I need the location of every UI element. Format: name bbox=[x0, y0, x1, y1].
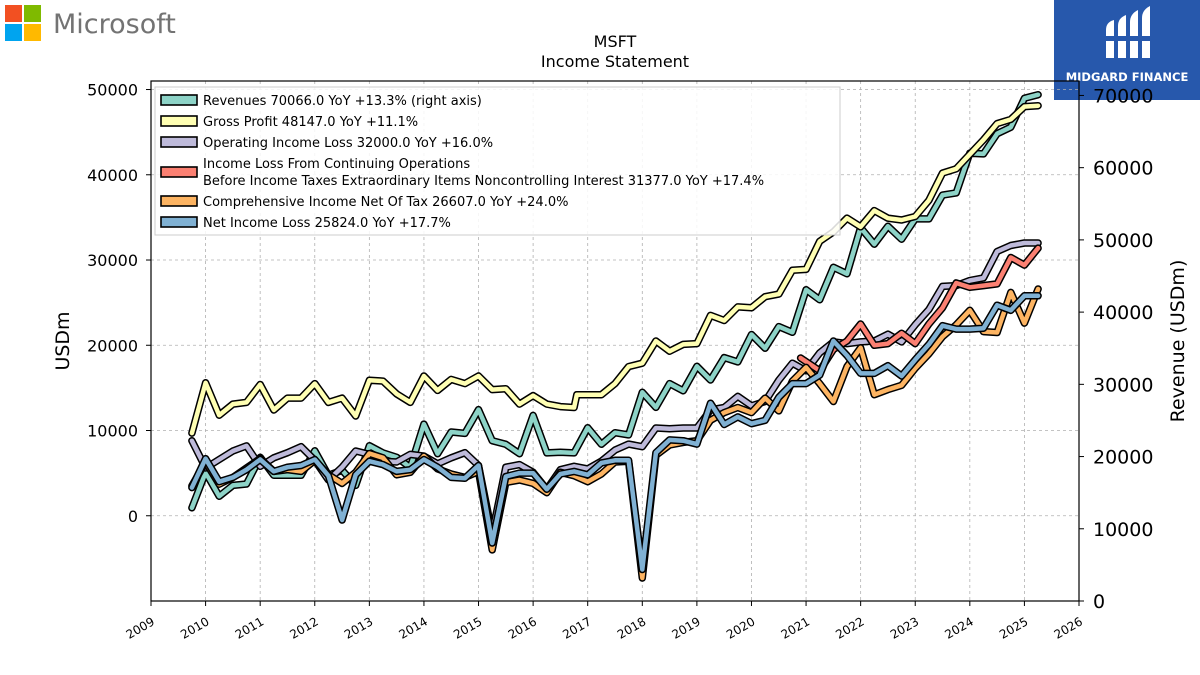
legend-box bbox=[154, 86, 841, 236]
midgard-finance-logo: MIDGARD FINANCE bbox=[1054, 0, 1200, 100]
x-tick-label: 2009 bbox=[124, 614, 157, 641]
y-right-tick-label: 10000 bbox=[1093, 519, 1153, 541]
y-axis-label: USDm bbox=[52, 311, 74, 370]
legend-entry-label: Net Income Loss 25824.0 YoY +17.7% bbox=[203, 216, 451, 231]
y-tick-label: 50000 bbox=[87, 81, 138, 100]
legend-swatch bbox=[160, 216, 198, 228]
legend-swatch bbox=[160, 136, 198, 148]
legend-swatch bbox=[160, 166, 198, 178]
logo-square-yellow bbox=[24, 24, 41, 41]
legend-swatch bbox=[160, 115, 198, 127]
midgard-emblem-icon bbox=[1104, 6, 1152, 58]
series-layer bbox=[188, 90, 1042, 582]
legend-swatch bbox=[160, 195, 198, 207]
y-right-tick-label: 70000 bbox=[1093, 85, 1153, 107]
y-right-tick-label: 60000 bbox=[1093, 158, 1153, 180]
y-right-tick-label: 30000 bbox=[1093, 374, 1153, 396]
x-tick-label: 2023 bbox=[888, 614, 921, 641]
x-tick-label: 2017 bbox=[560, 614, 593, 641]
chart-title: MSFT bbox=[594, 32, 637, 51]
y-right-tick-label: 50000 bbox=[1093, 230, 1153, 252]
x-tick-label: 2011 bbox=[233, 614, 266, 641]
x-tick-label: 2019 bbox=[669, 614, 702, 641]
plot-frame bbox=[150, 80, 1080, 602]
x-tick-label: 2013 bbox=[342, 614, 375, 641]
x-tick-label: 2015 bbox=[451, 614, 484, 641]
microsoft-logo: Microsoft bbox=[5, 5, 183, 45]
chart-subtitle: Income Statement bbox=[541, 52, 689, 71]
legend-entry-label: Revenues 70066.0 YoY +13.3% (right axis) bbox=[203, 94, 482, 109]
series-line bbox=[189, 293, 1041, 572]
x-axis: 2009 2010 2011 2012 2013 2014 2015 2016 2017 2018… bbox=[124, 601, 1085, 642]
legend-swatch bbox=[160, 94, 198, 106]
logo-square-green bbox=[24, 5, 41, 22]
chart-legend: Revenues 70066.0 YoY +13.3% (right axis)… bbox=[154, 86, 841, 236]
x-tick-label: 2020 bbox=[724, 614, 757, 641]
legend-entry-label: Before Income Taxes Extraordinary Items … bbox=[203, 174, 764, 189]
x-tick-label: 2026 bbox=[1052, 614, 1085, 641]
y-tick-label: 0 bbox=[128, 507, 138, 526]
logo-square-red bbox=[5, 5, 22, 22]
x-tick-label: 2012 bbox=[287, 614, 320, 641]
y-right-tick-label: 40000 bbox=[1093, 302, 1153, 324]
legend-entry-label: Income Loss From Continuing Operations bbox=[203, 157, 470, 172]
legend-entry-label: Comprehensive Income Net Of Tax 26607.0 … bbox=[203, 195, 568, 210]
legend-entry-label: Gross Profit 48147.0 YoY +11.1% bbox=[203, 115, 418, 130]
y-tick-label: 10000 bbox=[87, 422, 138, 441]
logo-square-blue bbox=[5, 24, 22, 41]
x-tick-label: 2022 bbox=[833, 614, 866, 641]
y-tick-label: 30000 bbox=[87, 251, 138, 270]
legend-entry-label: Operating Income Loss 32000.0 YoY +16.0% bbox=[203, 136, 493, 151]
y-right-tick-label: 0 bbox=[1093, 591, 1105, 613]
y-axis-left: 0 10000 20000 30000 40000 50000 bbox=[87, 81, 151, 526]
series-income-loss-from-continuing-operations-before-income-taxes-extraordinary-items-noncontrolling-interest bbox=[796, 244, 1042, 375]
series-net-income-loss bbox=[188, 292, 1042, 574]
y-right-tick-label: 20000 bbox=[1093, 447, 1153, 469]
midgard-finance-wordmark: MIDGARD FINANCE bbox=[1065, 70, 1189, 84]
y-axis-right: 0 10000 20000 30000 40000 50000 60000 70000 bbox=[1079, 85, 1153, 613]
y-tick-label: 40000 bbox=[87, 166, 138, 185]
y-axis-right-label: Revenue (USDm) bbox=[1167, 260, 1189, 423]
x-tick-label: 2014 bbox=[397, 614, 430, 641]
series-line bbox=[798, 245, 1041, 374]
microsoft-wordmark: Microsoft bbox=[53, 9, 176, 40]
series-line bbox=[189, 103, 1041, 436]
series-gross-profit bbox=[188, 101, 1042, 437]
x-tick-label: 2025 bbox=[997, 614, 1030, 641]
x-tick-label: 2018 bbox=[615, 614, 648, 641]
x-tick-label: 2016 bbox=[506, 614, 539, 641]
x-tick-label: 2024 bbox=[942, 614, 975, 641]
x-tick-label: 2021 bbox=[779, 614, 812, 641]
x-tick-label: 2010 bbox=[178, 614, 211, 641]
y-tick-label: 20000 bbox=[87, 336, 138, 355]
